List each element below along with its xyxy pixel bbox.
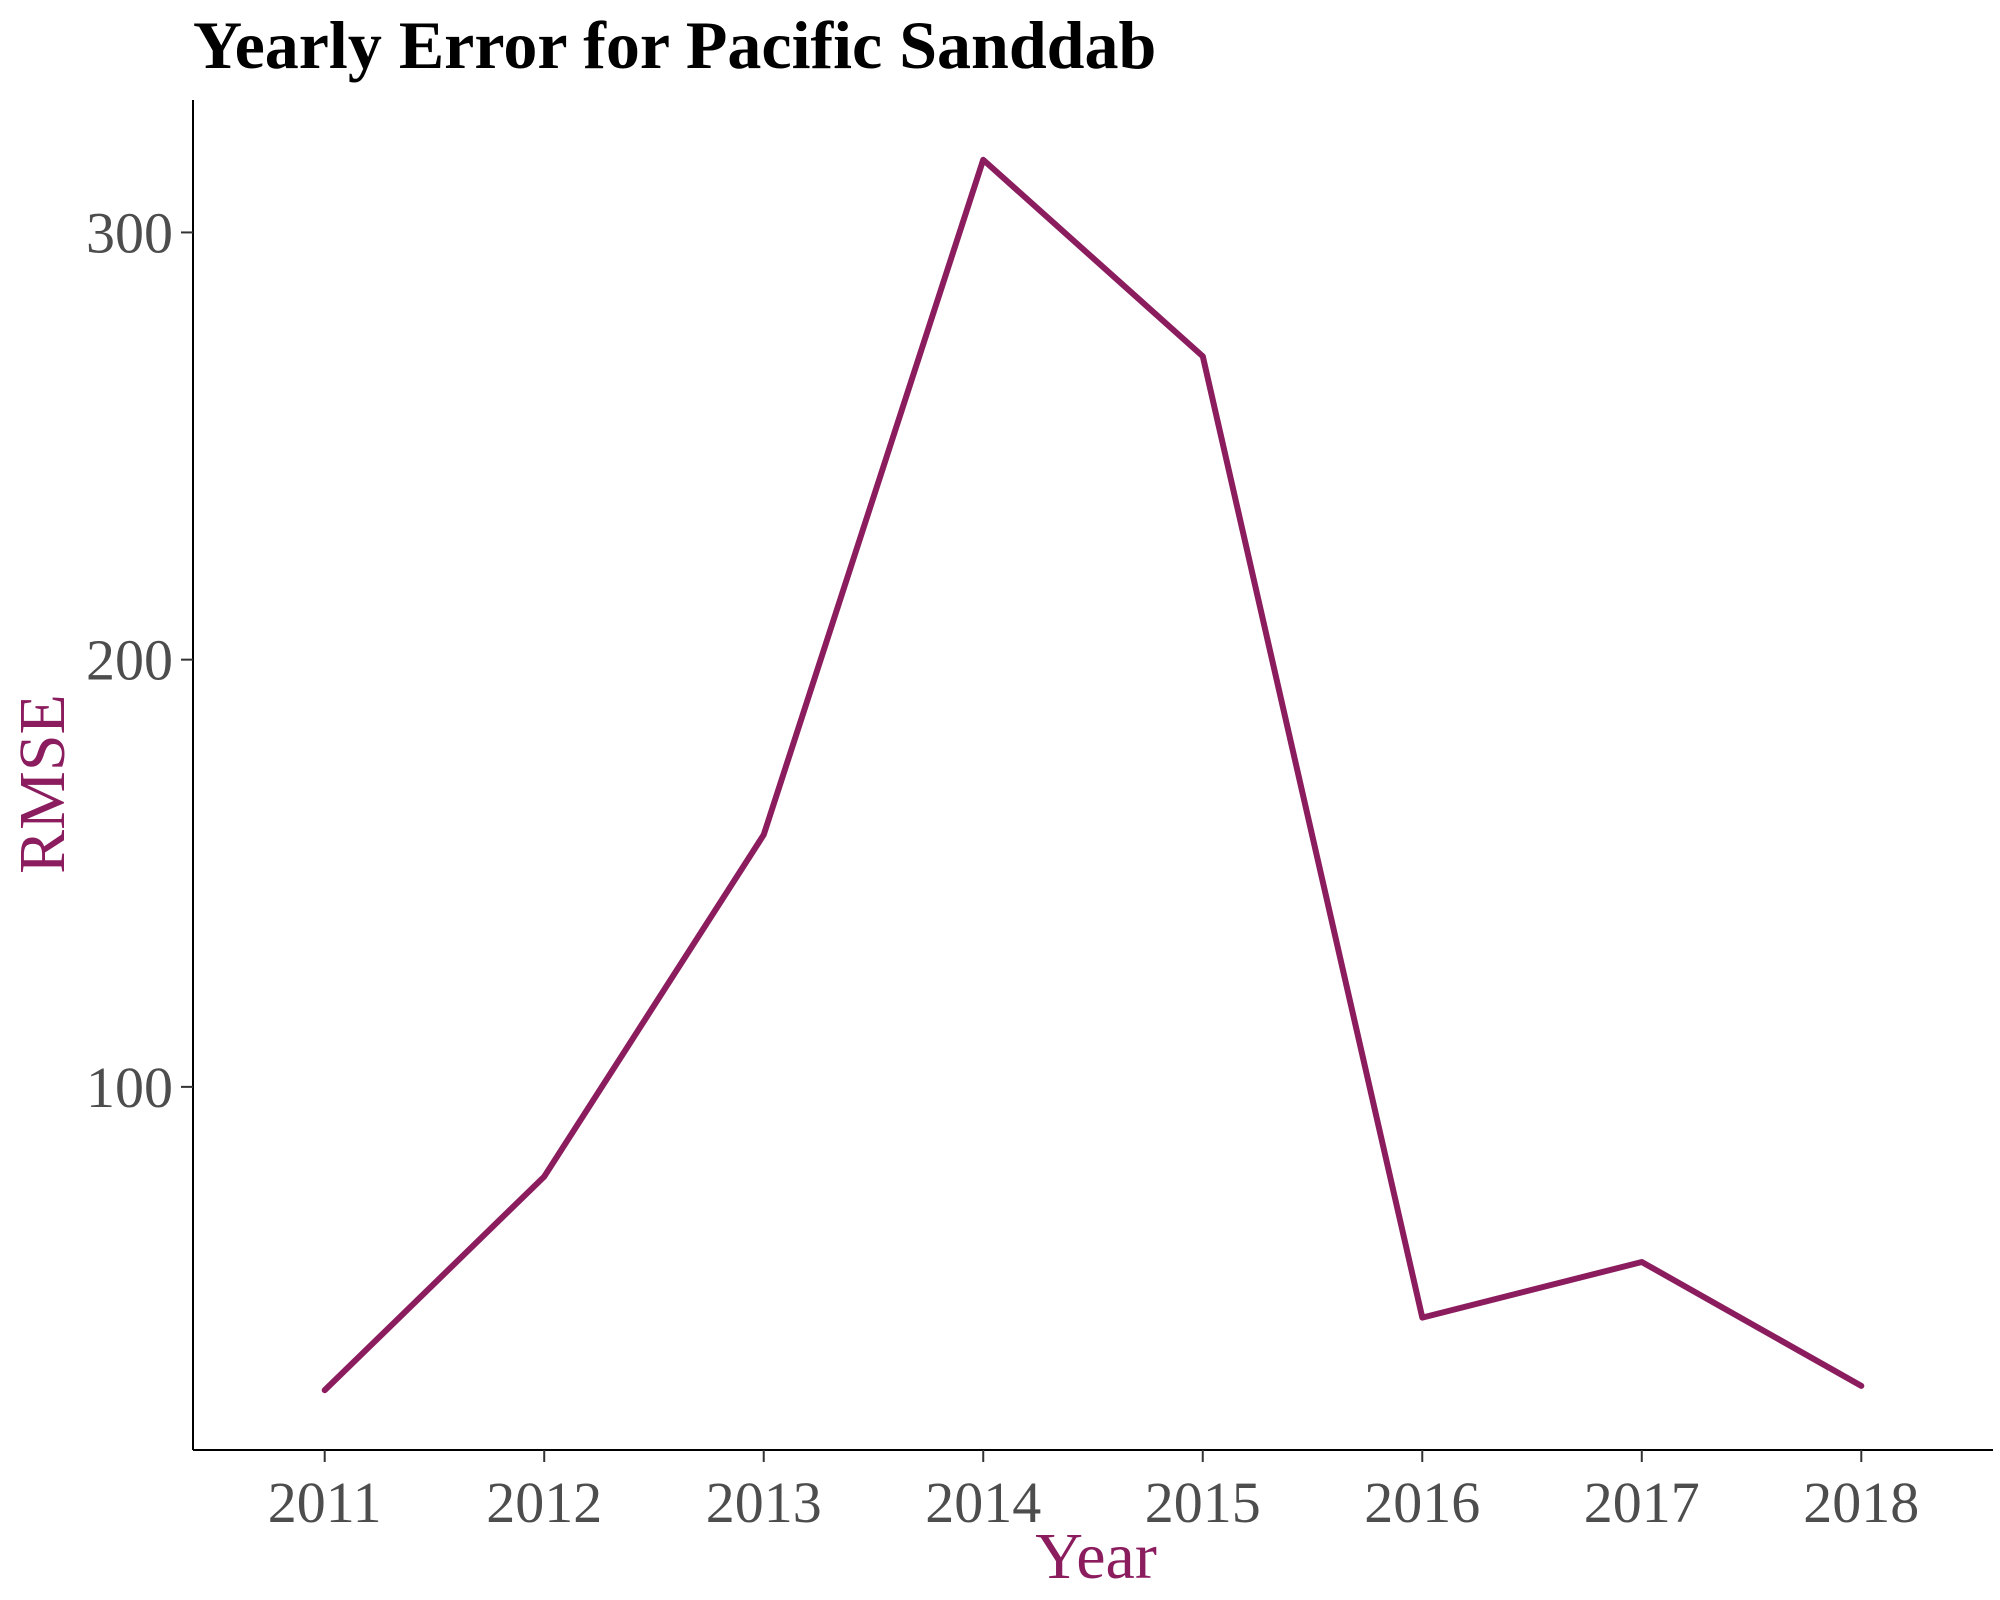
x-tick-label: 2017 [1584, 1470, 1700, 1535]
y-axis-title: RMSE [6, 694, 79, 874]
series-line-rmse [321, 156, 1865, 1394]
x-tick-label: 2018 [1803, 1470, 1919, 1535]
x-tick-label: 2015 [1145, 1470, 1261, 1535]
x-tick-label: 2014 [925, 1470, 1041, 1535]
y-tick-label: 100 [86, 1055, 173, 1120]
y-tick-label: 300 [86, 200, 173, 265]
x-axis-ticks: 2011 2012 2013 2014 2015 2016 2017 2018 [268, 1450, 1919, 1535]
y-axis-ticks: 100 200 300 [86, 200, 193, 1120]
x-tick-label: 2011 [268, 1470, 382, 1535]
axes [192, 100, 1993, 1451]
x-tick-label: 2012 [486, 1470, 602, 1535]
x-axis-title: Year [1035, 1520, 1157, 1593]
y-tick-label: 200 [86, 628, 173, 693]
chart-title: Yearly Error for Pacific Sanddab [193, 7, 1156, 83]
x-tick-label: 2013 [706, 1470, 822, 1535]
x-tick-label: 2016 [1364, 1470, 1480, 1535]
